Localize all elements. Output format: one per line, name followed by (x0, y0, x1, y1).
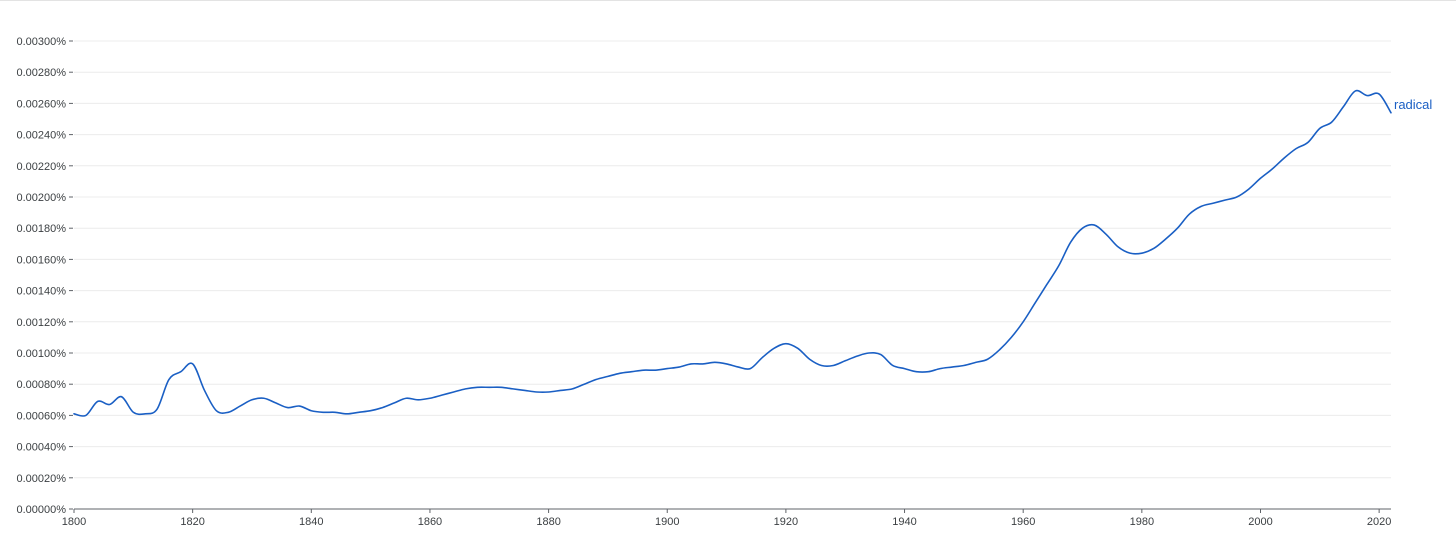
x-tick-label: 1800 (62, 516, 86, 528)
y-tick-label: 0.00260% (16, 98, 66, 110)
y-tick-label: 0.00280% (16, 67, 66, 79)
y-tick-label: 0.00120% (16, 317, 66, 329)
series-label-radical[interactable]: radical (1394, 97, 1432, 112)
x-tick-label: 1840 (299, 516, 323, 528)
y-tick-label: 0.00100% (16, 348, 66, 360)
x-tick-label: 1920 (774, 516, 798, 528)
x-tick-label: 1960 (1011, 516, 1035, 528)
y-tick-label: 0.00200% (16, 192, 66, 204)
x-tick-label: 2000 (1248, 516, 1272, 528)
x-tick-label: 1820 (180, 516, 204, 528)
x-tick-label: 1980 (1130, 516, 1154, 528)
y-tick-label: 0.00300% (16, 36, 66, 48)
gridlines (74, 40, 1391, 479)
y-tick-label: 0.00060% (16, 410, 66, 422)
x-tick-label: 1880 (536, 516, 560, 528)
axes: 0.00000% 0.00020% 0.00040% 0.00060% 0.00080%… (16, 36, 1391, 528)
y-tick-label: 0.00040% (16, 442, 66, 454)
y-tick-label: 0.00080% (16, 379, 66, 391)
y-tick-label: 0.00180% (16, 223, 66, 235)
series-labels: radical (1394, 97, 1432, 112)
series-line-radical[interactable] (73, 89, 1392, 417)
series-lines (73, 89, 1392, 417)
x-tick-label: 1900 (655, 516, 679, 528)
y-tick-label: 0.00220% (16, 161, 66, 173)
x-tick-label: 1940 (892, 516, 916, 528)
y-tick-label: 0.00160% (16, 254, 66, 266)
x-tick-label: 2020 (1367, 516, 1391, 528)
y-tick-label: 0.00140% (16, 286, 66, 298)
y-tick-label: 0.00020% (16, 473, 66, 485)
x-tick-label: 1860 (418, 516, 442, 528)
y-tick-label: 0.00000% (16, 504, 66, 516)
y-tick-label: 0.00240% (16, 130, 66, 142)
